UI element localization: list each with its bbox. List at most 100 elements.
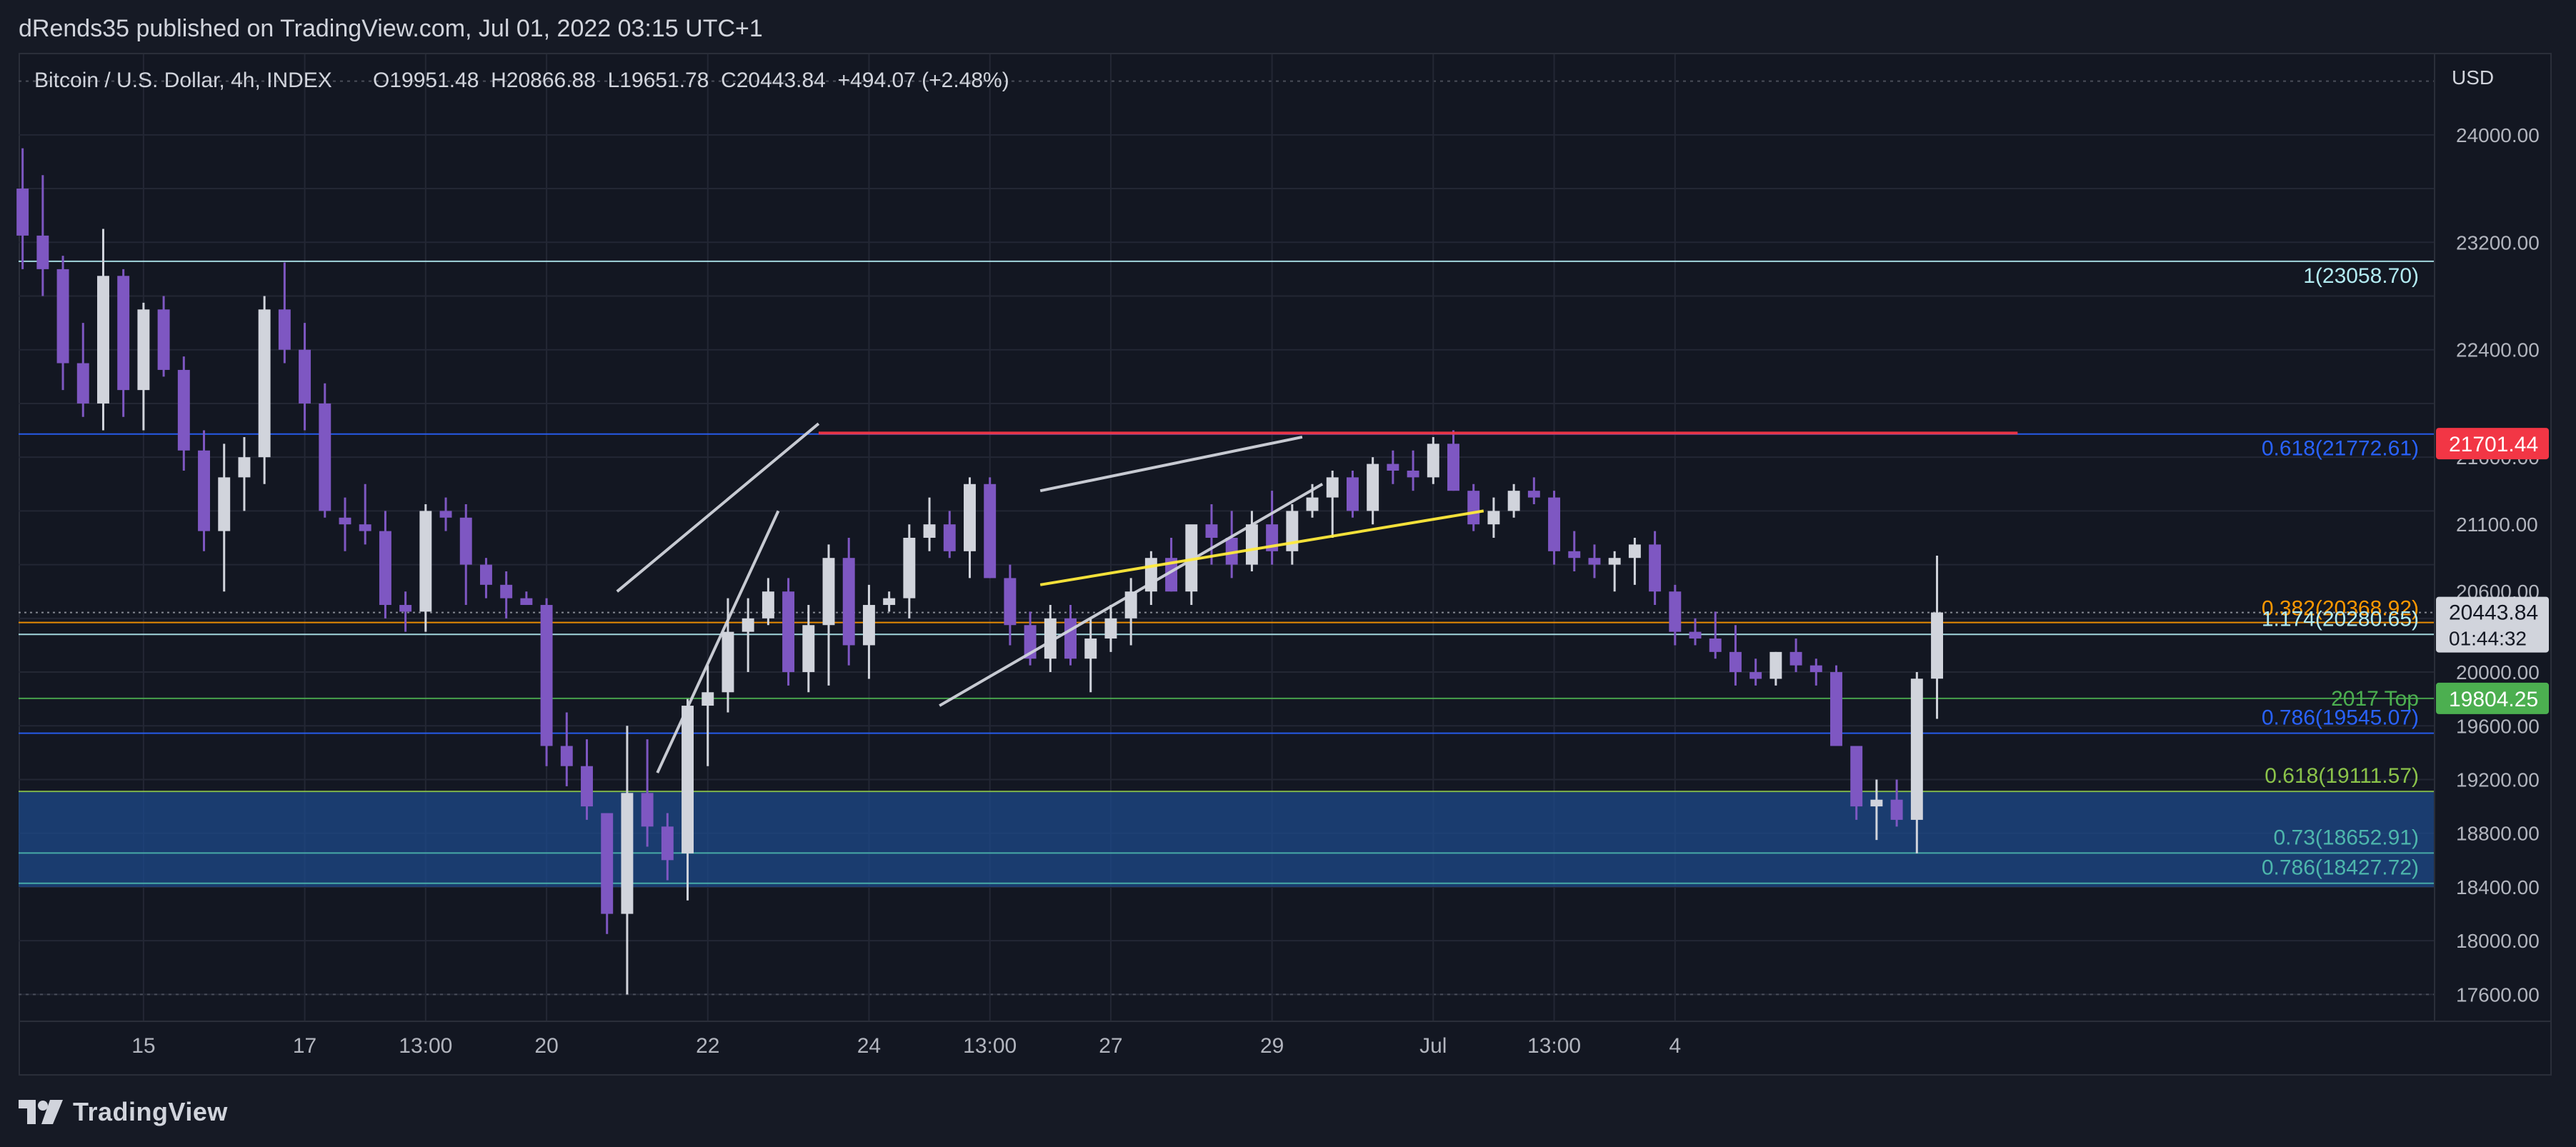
candle-body: [379, 531, 391, 606]
tradingview-logo[interactable]: TradingView: [19, 1094, 228, 1130]
candle: [97, 229, 109, 431]
candle-body: [1850, 746, 1863, 807]
candle: [1347, 470, 1359, 518]
horizontal-levels: [19, 260, 2435, 884]
candle-body: [1447, 444, 1459, 491]
candle-body: [923, 524, 936, 538]
candle-body: [1064, 618, 1077, 659]
candle-body: [862, 605, 875, 646]
candle-body: [722, 631, 734, 693]
candle-body: [157, 309, 170, 370]
candle-body: [56, 269, 69, 364]
candle-body: [943, 524, 956, 551]
last-price-text: 20443.84: [2449, 601, 2538, 625]
candle-body: [1084, 638, 1097, 659]
candle: [299, 323, 311, 431]
candle-body: [500, 584, 513, 598]
candle: [1527, 477, 1540, 504]
candle-body: [822, 558, 835, 626]
price-tick: 23200.00: [2456, 231, 2540, 254]
publisher-bar: dRends35 published on TradingView.com, J…: [0, 0, 2576, 57]
high-price-badge-text: 21701.44: [2449, 433, 2538, 456]
candle: [379, 511, 391, 618]
candle: [1245, 511, 1258, 572]
candle-body: [76, 363, 89, 404]
candle-body: [1165, 558, 1178, 592]
candle-body: [1628, 544, 1641, 559]
candle-body: [1608, 558, 1621, 565]
candle-body: [1245, 524, 1258, 565]
candle: [419, 504, 432, 632]
candle: [1850, 746, 1863, 820]
candle-body: [883, 598, 896, 606]
last-price-badge-bg: [2436, 596, 2549, 653]
candle-body: [419, 511, 432, 612]
candle-body: [137, 309, 150, 391]
top-2017-badge: 19804.25: [2436, 682, 2549, 714]
candle: [802, 605, 815, 693]
candle: [742, 598, 754, 673]
candle: [1024, 611, 1037, 666]
support-zone-rect: [19, 791, 2435, 887]
candle-body: [299, 349, 311, 404]
high-price-badge: 21701.44: [2436, 428, 2549, 460]
candle: [1004, 564, 1017, 646]
candle-body: [177, 369, 190, 451]
candle-body: [601, 813, 614, 914]
level-label-fib-0.382: 0.382(20368.92): [2262, 597, 2419, 621]
candle: [1407, 450, 1419, 491]
candle: [1165, 538, 1178, 592]
candle: [1588, 544, 1601, 578]
candle-body: [1407, 470, 1419, 478]
candle-body: [117, 276, 130, 391]
top-2017-badge-text: 19804.25: [2449, 688, 2538, 711]
candle: [1910, 672, 1923, 853]
candle-body: [1669, 591, 1682, 632]
candle-body: [581, 766, 593, 807]
candle: [1104, 605, 1117, 652]
candle: [903, 524, 916, 618]
candle-body: [16, 189, 29, 236]
candle-body: [802, 625, 815, 673]
candle: [762, 578, 774, 626]
trendlines: [616, 422, 2018, 773]
candle-body: [1286, 511, 1299, 551]
candle: [964, 477, 976, 578]
price-tick: 20000.00: [2456, 661, 2540, 683]
candle-body: [540, 605, 553, 746]
level-label-fib-1.174: 1.174(20280.65): [2262, 607, 2419, 631]
candle: [1326, 470, 1339, 538]
candle: [1890, 779, 1903, 827]
trendline-flag2-upper: [1039, 435, 1303, 493]
countdown-text: 01:44:32: [2449, 628, 2527, 650]
candle: [1789, 638, 1802, 673]
top-2017-badge-bg: [2436, 682, 2549, 714]
candle: [56, 256, 69, 391]
candle: [560, 712, 573, 786]
candle-body: [1568, 551, 1581, 559]
candle-body: [399, 605, 412, 612]
candle: [883, 591, 896, 612]
candle: [1205, 504, 1218, 565]
price-tick: 18800.00: [2456, 823, 2540, 845]
candle-body: [782, 591, 795, 673]
candle-body: [36, 235, 49, 269]
time-tick: 15: [131, 1034, 155, 1058]
candle: [1044, 605, 1057, 673]
candle-body: [439, 511, 452, 518]
time-tick: 13:00: [399, 1034, 452, 1058]
candle: [1084, 618, 1097, 693]
price-tick: 18400.00: [2456, 876, 2540, 898]
candle: [319, 383, 331, 518]
level-label-fib-0.618-upper: 0.618(21772.61): [2262, 437, 2419, 461]
candle-body: [479, 564, 492, 585]
candle: [621, 726, 634, 995]
candle-body: [238, 457, 251, 478]
candle: [1628, 538, 1641, 585]
candle-body: [702, 692, 714, 706]
candle-body: [1367, 464, 1379, 511]
candle-body: [1044, 618, 1057, 659]
candle: [278, 262, 291, 364]
candle: [1487, 497, 1500, 538]
